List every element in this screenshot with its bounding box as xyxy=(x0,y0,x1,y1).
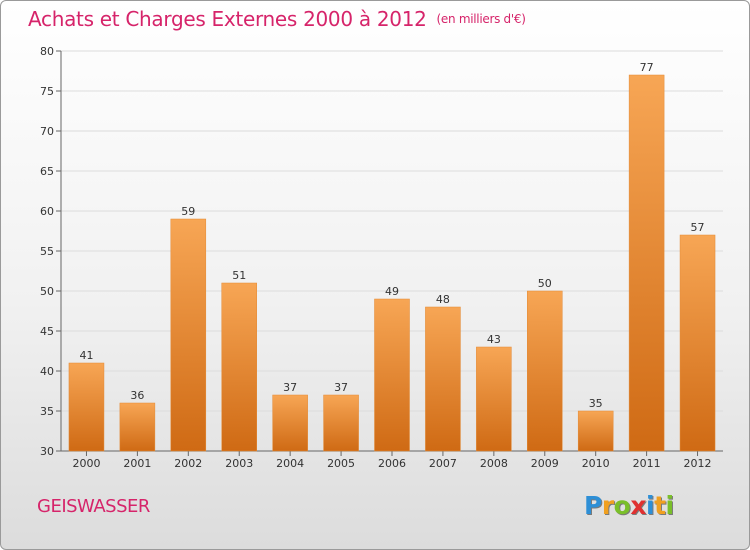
logo-letter: r xyxy=(601,491,614,520)
y-tick-label: 80 xyxy=(40,45,54,58)
unit-label: (en milliers d'€) xyxy=(436,12,526,26)
x-tick-label: 2011 xyxy=(633,457,661,470)
x-tick-label: 2010 xyxy=(582,457,610,470)
bar[interactable] xyxy=(527,290,563,452)
bar[interactable] xyxy=(272,394,308,452)
bar[interactable] xyxy=(323,394,359,452)
bar-value-label: 41 xyxy=(79,349,93,362)
bar-value-label: 37 xyxy=(334,381,348,394)
y-tick-label: 30 xyxy=(40,445,54,458)
bar-value-label: 43 xyxy=(487,333,501,346)
y-tick-label: 65 xyxy=(40,165,54,178)
bar-value-label: 48 xyxy=(436,293,450,306)
logo-letter: i xyxy=(646,491,655,520)
x-tick-label: 2003 xyxy=(225,457,253,470)
x-tick-label: 2008 xyxy=(480,457,508,470)
y-tick-label: 70 xyxy=(40,125,54,138)
x-tick-label: 2004 xyxy=(276,457,304,470)
y-tick-label: 75 xyxy=(40,85,54,98)
chart-title: Achats et Charges Externes 2000 à 2012 (e… xyxy=(28,7,526,31)
bar[interactable] xyxy=(374,298,410,452)
bar-value-label: 35 xyxy=(589,397,603,410)
y-tick-label: 40 xyxy=(40,365,54,378)
bar[interactable] xyxy=(170,218,207,452)
logo-letter: x xyxy=(630,491,646,520)
bar[interactable] xyxy=(221,282,257,452)
y-tick-label: 50 xyxy=(40,285,54,298)
y-tick-label: 55 xyxy=(40,245,54,258)
location-name: GEISWASSER xyxy=(37,496,150,517)
bar-value-label: 49 xyxy=(385,285,399,298)
bar[interactable] xyxy=(628,74,665,452)
y-tick-label: 35 xyxy=(40,405,54,418)
bar-value-label: 77 xyxy=(640,61,654,74)
y-tick-label: 60 xyxy=(40,205,54,218)
logo-letter: P xyxy=(584,491,602,520)
bar[interactable] xyxy=(679,234,716,452)
y-tick-label: 45 xyxy=(40,325,54,338)
bar-value-label: 50 xyxy=(538,277,552,290)
logo-letter: t xyxy=(654,491,666,520)
bar[interactable] xyxy=(68,362,105,452)
bar-value-label: 36 xyxy=(130,389,144,402)
bar[interactable] xyxy=(119,402,156,452)
x-tick-label: 2002 xyxy=(174,457,202,470)
logo-letter: o xyxy=(613,491,631,520)
x-tick-label: 2012 xyxy=(684,457,712,470)
bar[interactable] xyxy=(577,410,614,452)
bar[interactable] xyxy=(425,306,461,452)
proxiti-logo[interactable]: Proxiti xyxy=(584,491,674,520)
x-tick-label: 2007 xyxy=(429,457,457,470)
x-tick-label: 2000 xyxy=(72,457,100,470)
title-text: Achats et Charges Externes 2000 à 2012 xyxy=(28,7,427,31)
bar-value-label: 37 xyxy=(283,381,297,394)
bar-value-label: 59 xyxy=(181,205,195,218)
bar[interactable] xyxy=(476,346,512,452)
labels: 30 35 40 45 50 55 60 65 70 75 80 41 2000 36 2001 59 2002… xyxy=(40,45,712,470)
logo-letter: i xyxy=(665,491,675,520)
x-tick-label: 2001 xyxy=(123,457,151,470)
x-tick-label: 2005 xyxy=(327,457,355,470)
x-tick-label: 2009 xyxy=(531,457,559,470)
bar-value-label: 51 xyxy=(232,269,246,282)
bar-value-label: 57 xyxy=(691,221,705,234)
x-tick-label: 2006 xyxy=(378,457,406,470)
bars xyxy=(68,74,716,452)
